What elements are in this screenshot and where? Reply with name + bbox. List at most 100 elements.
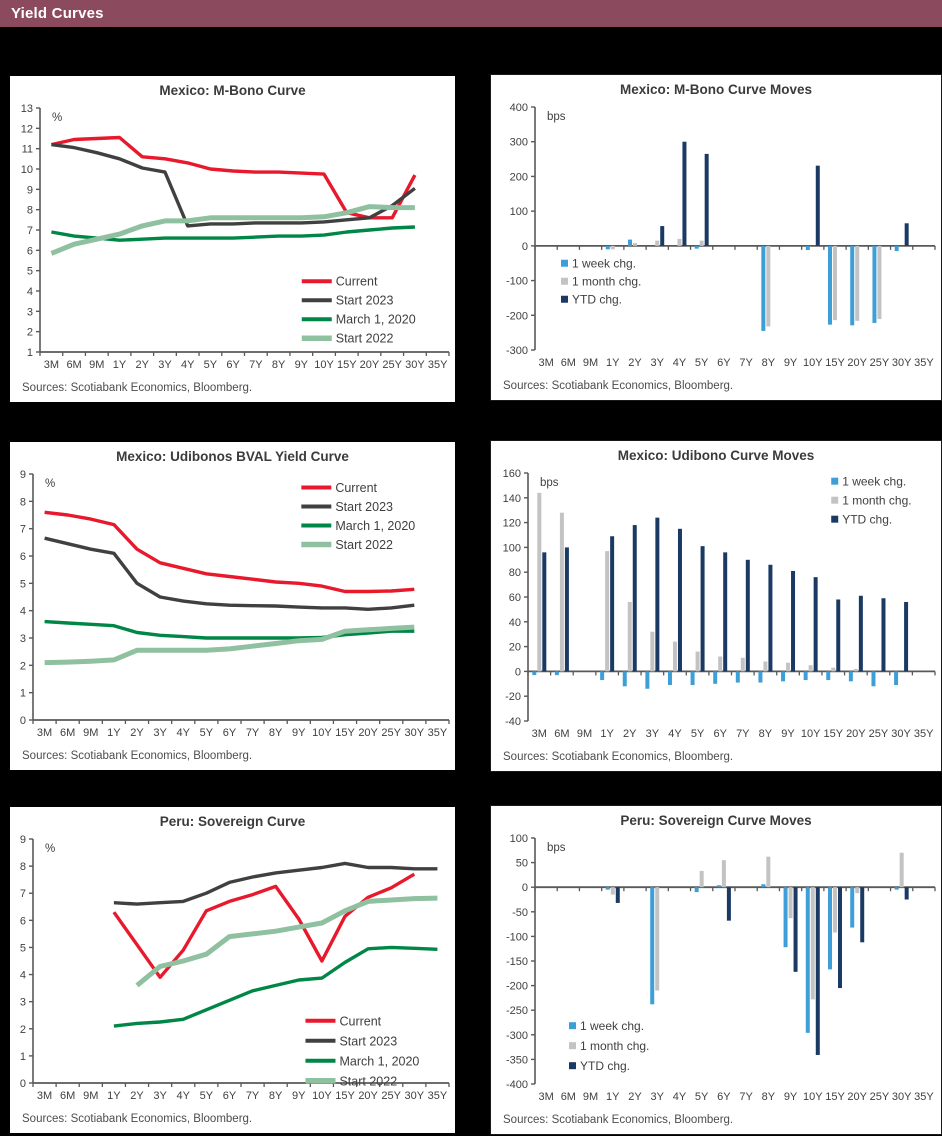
svg-text:35Y: 35Y — [914, 1091, 934, 1103]
svg-text:Start 2023: Start 2023 — [336, 294, 394, 308]
svg-text:6Y: 6Y — [713, 728, 727, 740]
svg-text:25Y: 25Y — [381, 1090, 401, 1102]
panel-mexico-mbono-curve: Mexico: M-Bono Curve 1 2 3 4 5 6 7 8 9 10 11 12 13 3M… — [8, 74, 457, 404]
panel-mexico-udibonos-curve: Mexico: Udibonos BVAL Yield Curve 0 1 2 3 4 5… — [8, 440, 457, 772]
svg-text:6Y: 6Y — [717, 357, 731, 369]
svg-text:3M: 3M — [538, 1091, 553, 1103]
svg-text:200: 200 — [510, 171, 528, 183]
svg-text:3: 3 — [20, 633, 26, 645]
sources-note: Sources: Scotiabank Economics, Bloomberg… — [503, 1114, 734, 1126]
svg-text:8Y: 8Y — [269, 727, 283, 739]
svg-text:25Y: 25Y — [869, 728, 889, 740]
svg-text:7: 7 — [27, 225, 33, 237]
svg-text:6M: 6M — [66, 359, 81, 371]
svg-text:4Y: 4Y — [181, 359, 195, 371]
svg-text:6Y: 6Y — [226, 359, 240, 371]
chart-title: Mexico: M-Bono Curve — [159, 83, 306, 98]
svg-text:6M: 6M — [60, 727, 75, 739]
panel-mexico-udibono-curve-moves: Mexico: Udibono Curve Moves -40 -20 0 20 40 6… — [490, 440, 942, 772]
svg-text:8Y: 8Y — [272, 359, 286, 371]
svg-text:4Y: 4Y — [176, 1090, 190, 1102]
svg-text:3M: 3M — [532, 728, 547, 740]
svg-text:6Y: 6Y — [223, 1090, 237, 1102]
svg-text:6Y: 6Y — [223, 727, 237, 739]
svg-text:10Y: 10Y — [801, 728, 821, 740]
svg-text:-100: -100 — [506, 276, 528, 288]
svg-text:1: 1 — [20, 688, 26, 700]
svg-text:4: 4 — [27, 286, 33, 298]
svg-text:5: 5 — [20, 942, 26, 954]
svg-text:9: 9 — [27, 184, 33, 196]
svg-text:9Y: 9Y — [292, 1090, 306, 1102]
mexico-mbono-curve-chart: 1 2 3 4 5 6 7 8 9 10 11 12 13 3M 6M 9M 1Y 2Y 3Y 4Y 5Y 6Y 7Y 8Y 9… — [10, 102, 455, 382]
svg-text:20Y: 20Y — [358, 1090, 378, 1102]
svg-text:1 week chg.: 1 week chg. — [842, 475, 906, 489]
svg-text:3: 3 — [20, 997, 26, 1009]
svg-text:120: 120 — [503, 518, 521, 530]
svg-text:4: 4 — [20, 606, 26, 618]
svg-text:50: 50 — [516, 858, 528, 870]
svg-text:8Y: 8Y — [269, 1090, 283, 1102]
svg-text:6M: 6M — [561, 357, 576, 369]
svg-text:3Y: 3Y — [646, 728, 660, 740]
svg-text:Current: Current — [339, 1014, 381, 1028]
svg-text:9Y: 9Y — [784, 357, 798, 369]
svg-text:20Y: 20Y — [847, 1091, 867, 1103]
page-title: Yield Curves — [11, 5, 104, 22]
svg-text:400: 400 — [510, 102, 528, 114]
chart-title: Peru: Sovereign Curve — [159, 814, 306, 829]
svg-text:7Y: 7Y — [739, 357, 753, 369]
chart-title: Peru: Sovereign Curve Moves — [620, 813, 812, 828]
svg-text:11: 11 — [22, 144, 33, 156]
svg-text:-50: -50 — [512, 907, 528, 919]
svg-text:20Y: 20Y — [846, 728, 866, 740]
chart-svg: 0 1 2 3 4 5 6 7 8 9 3M 6M 9M 1Y 2Y 3Y 4Y 5Y 6Y 7Y 8Y 9Y 10Y 15Y… — [20, 834, 450, 1102]
svg-text:13: 13 — [21, 103, 33, 115]
svg-text:35Y: 35Y — [914, 357, 934, 369]
svg-text:-200: -200 — [506, 310, 528, 322]
svg-text:7Y: 7Y — [246, 1090, 260, 1102]
svg-text:15Y: 15Y — [825, 357, 845, 369]
svg-text:2Y: 2Y — [623, 728, 637, 740]
svg-text:-250: -250 — [506, 1005, 528, 1017]
svg-text:100: 100 — [510, 833, 528, 845]
svg-text:Current: Current — [336, 275, 378, 289]
svg-text:Start 2022: Start 2022 — [339, 1074, 397, 1088]
page-header: Yield Curves — [0, 0, 942, 27]
svg-text:5Y: 5Y — [695, 357, 709, 369]
svg-text:1 month chg.: 1 month chg. — [842, 494, 911, 508]
mexico-udibonos-curve-chart: 0 1 2 3 4 5 6 7 8 9 3M 6M 9M 1Y 2Y 3Y 4Y 5Y 6Y 7Y 8Y 9Y 10Y 15Y… — [10, 468, 455, 750]
svg-text:0: 0 — [522, 241, 528, 253]
svg-text:7: 7 — [20, 524, 26, 536]
svg-text:12: 12 — [21, 123, 33, 135]
svg-text:9: 9 — [20, 469, 26, 481]
svg-text:3Y: 3Y — [158, 359, 172, 371]
svg-text:20Y: 20Y — [360, 359, 380, 371]
svg-text:Current: Current — [335, 481, 377, 495]
svg-text:30Y: 30Y — [405, 359, 425, 371]
svg-text:5Y: 5Y — [200, 727, 214, 739]
svg-text:6M: 6M — [554, 728, 569, 740]
svg-text:bps: bps — [540, 477, 559, 489]
svg-text:30Y: 30Y — [891, 728, 911, 740]
svg-text:2: 2 — [20, 660, 26, 672]
svg-text:1Y: 1Y — [107, 727, 121, 739]
svg-text:3Y: 3Y — [650, 1091, 664, 1103]
svg-text:2Y: 2Y — [628, 1091, 642, 1103]
chart-svg: 0 1 2 3 4 5 6 7 8 9 3M 6M 9M 1Y 2Y 3Y 4Y 5Y 6Y 7Y 8Y 9Y 10Y 15Y… — [20, 469, 450, 739]
mexico-mbono-curve-moves-chart: -300 -200 -100 0 100 200 300 400 3M 6M 9M 1Y 2Y 3Y 4Y 5… — [491, 101, 941, 380]
svg-text:4: 4 — [20, 970, 26, 982]
svg-text:7Y: 7Y — [736, 728, 750, 740]
svg-text:7: 7 — [20, 888, 26, 900]
svg-text:3Y: 3Y — [153, 1090, 167, 1102]
sources-note: Sources: Scotiabank Economics, Bloomberg… — [503, 751, 734, 763]
svg-text:35Y: 35Y — [428, 359, 448, 371]
svg-text:7Y: 7Y — [249, 359, 263, 371]
svg-text:8: 8 — [20, 861, 26, 873]
svg-text:10Y: 10Y — [312, 1090, 332, 1102]
svg-text:5Y: 5Y — [695, 1091, 709, 1103]
chart-svg: -400 -350 -300 -250 -200 -150 -100 -50 0 50 100 3M 6… — [506, 833, 936, 1103]
svg-text:YTD chg.: YTD chg. — [842, 513, 892, 527]
svg-text:1 month chg.: 1 month chg. — [580, 1039, 649, 1053]
